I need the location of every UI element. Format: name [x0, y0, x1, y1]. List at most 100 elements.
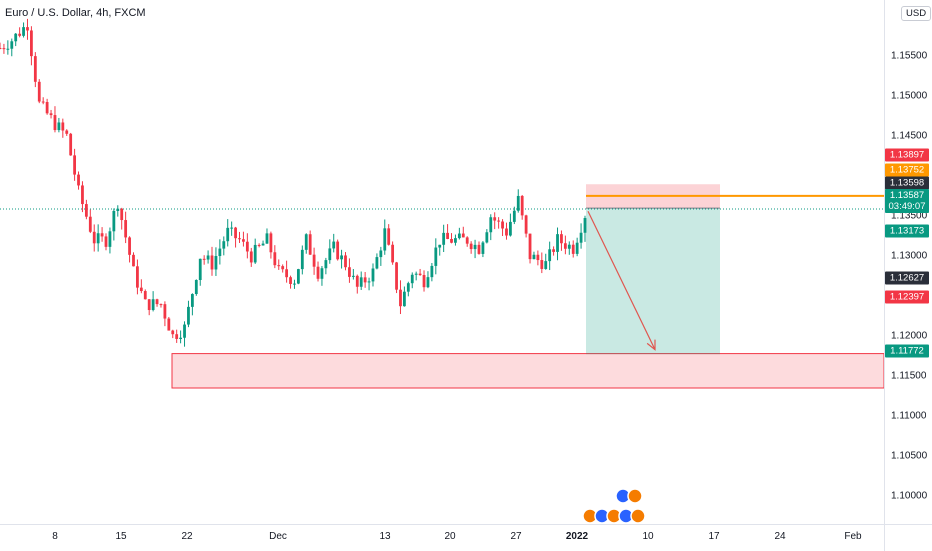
price-label-value: 1.13173 [889, 225, 925, 237]
candle-body [446, 232, 449, 239]
candle-body [520, 195, 524, 216]
candle-body [234, 227, 237, 239]
candle-body [167, 318, 171, 331]
price-label-value: 1.13598 [889, 177, 925, 189]
candle-body [179, 337, 183, 339]
price-tick-label: 1.13000 [891, 250, 928, 262]
price-label-badge: 1.13598 [885, 176, 929, 190]
candle-body [155, 299, 159, 305]
candle-body [92, 231, 96, 244]
candle-body [88, 216, 92, 232]
price-tick-label: 1.15500 [891, 50, 928, 62]
candle-body [238, 238, 241, 240]
candle-body [505, 228, 508, 236]
price-label-badge: 1.13752 [885, 163, 929, 177]
economic-event-icon [630, 508, 646, 524]
candle-body [324, 260, 328, 269]
candle-body [426, 277, 430, 288]
candle-body [567, 244, 571, 249]
price-tick-label: 1.12000 [891, 330, 928, 342]
candle-body [18, 33, 22, 36]
candle-body [359, 277, 363, 287]
candle-body [41, 101, 45, 103]
candle-body [575, 242, 579, 254]
candle-body [336, 241, 340, 260]
candle-body [269, 233, 273, 253]
candle-body [194, 280, 198, 295]
candle-body [328, 248, 332, 261]
candle-body [187, 306, 190, 325]
candle-body [265, 233, 269, 244]
candle-body [395, 262, 398, 290]
price-label-badge: 1.13173 [885, 224, 929, 238]
candle-body [481, 242, 485, 254]
candle-body [402, 291, 406, 307]
candle-body [230, 227, 234, 229]
time-tick-label: 20 [444, 531, 456, 542]
candle-body [501, 221, 504, 229]
candle-body [183, 324, 186, 338]
price-tick-label: 1.13500 [891, 210, 928, 222]
candle-body [516, 195, 520, 211]
price-tick-label: 1.11000 [891, 410, 927, 422]
candle-body [536, 254, 540, 261]
candle-body [45, 102, 49, 114]
price-axis[interactable]: USD 1.155001.150001.145001.140001.135001… [884, 0, 932, 524]
candle-body [6, 48, 10, 50]
price-tick-label: 1.15000 [891, 90, 928, 102]
price-tick-label: 1.10000 [891, 490, 928, 502]
time-tick-label: 22 [181, 531, 193, 542]
candle-body [344, 255, 347, 268]
time-tick-label: 15 [115, 531, 127, 542]
candle-body [65, 130, 69, 134]
chart-area[interactable]: Euro / U.S. Dollar, 4h, FXCM [0, 0, 884, 524]
candle-body [81, 185, 84, 205]
candle-body [22, 27, 25, 36]
time-tick-label: 24 [774, 531, 786, 542]
price-label-badge: 1.11772 [885, 344, 929, 358]
price-label-value: 1.13587 [889, 190, 925, 201]
candle-body [509, 221, 512, 236]
currency-button[interactable]: USD [901, 6, 932, 21]
candle-body [348, 267, 351, 277]
candle-body [489, 217, 493, 233]
candle-body [410, 274, 414, 284]
candle-body [116, 208, 120, 211]
time-axis[interactable]: 8 15 22 Dec 13 20 27 2022 10 17 24 Feb [0, 524, 884, 551]
take-profit-zone [586, 208, 720, 355]
price-chart[interactable] [0, 0, 884, 524]
candle-body [461, 233, 465, 238]
candle-body [355, 275, 359, 287]
candle-body [222, 241, 226, 249]
candle-body [540, 260, 544, 269]
candle-body [469, 243, 473, 250]
candle-body [367, 281, 371, 283]
candle-body [73, 155, 76, 175]
candle-body [210, 255, 214, 270]
price-label-value: 1.13752 [889, 164, 925, 176]
candle-body [69, 133, 73, 156]
candle-body [277, 265, 281, 267]
candle-body [281, 266, 285, 270]
time-tick-label: 10 [642, 531, 654, 542]
candle-body [300, 249, 304, 270]
candle-body [49, 113, 53, 116]
candle-body [53, 115, 57, 131]
price-tick-label: 1.11500 [891, 370, 927, 382]
candle-body [100, 233, 104, 237]
candle-body [249, 251, 253, 263]
candle-body [289, 277, 292, 284]
symbol-label[interactable]: Euro / U.S. Dollar, 4h, FXCM [2, 7, 149, 19]
candle-body [544, 261, 548, 269]
candle-body [242, 239, 245, 242]
candle-body [571, 244, 575, 254]
candle-body [465, 237, 469, 244]
candle-body [202, 258, 206, 260]
candle-body [406, 283, 410, 292]
candle-body [473, 244, 477, 250]
candle-body [320, 268, 324, 279]
candle-body [583, 218, 587, 233]
candle-body [218, 248, 222, 257]
candle-body [198, 258, 202, 281]
candle-body [30, 30, 33, 57]
